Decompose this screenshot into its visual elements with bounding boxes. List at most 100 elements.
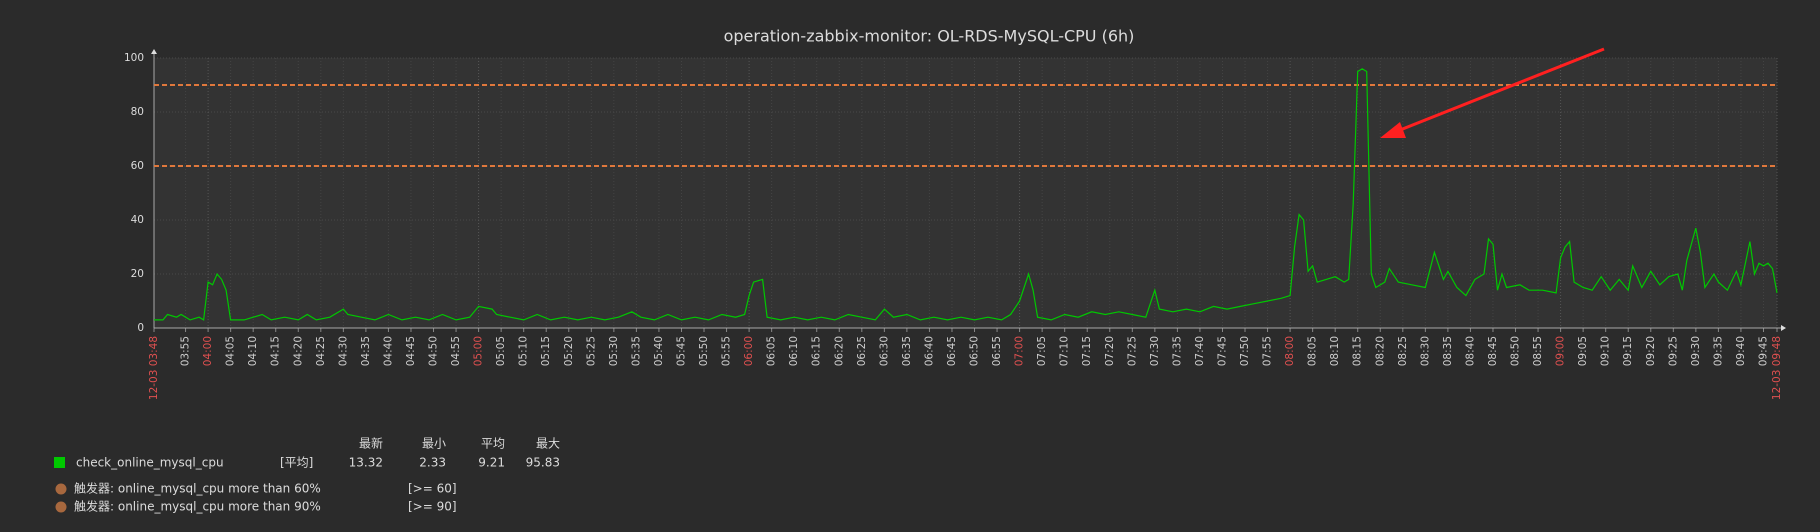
- data-line: [154, 68, 1778, 321]
- x-tick-label: 06:50: [969, 336, 981, 366]
- legend-header: 最大: [536, 437, 560, 451]
- y-tick-label: 80: [131, 106, 144, 118]
- x-tick-label: 09:10: [1600, 336, 1612, 366]
- x-tick-label: 08:50: [1510, 336, 1522, 366]
- legend-function: [平均]: [280, 456, 313, 470]
- arrow-head: [1380, 122, 1406, 138]
- x-tick-label: 05:40: [653, 336, 665, 366]
- x-tick-label: 04:40: [382, 336, 394, 366]
- x-tick-label: 08:20: [1374, 336, 1386, 366]
- legend-stat: 13.32: [349, 456, 383, 470]
- x-tick-label: 09:25: [1667, 336, 1679, 366]
- x-tick-label: 09:20: [1645, 336, 1657, 366]
- x-tick-label: 06:15: [811, 336, 823, 366]
- legend-swatch: [54, 457, 65, 468]
- x-tick-label: 04:35: [360, 336, 372, 366]
- x-tick-label: 06:00: [743, 336, 755, 366]
- x-tick-label: 04:55: [450, 336, 462, 366]
- x-tick-label: 09:00: [1555, 336, 1567, 366]
- x-tick-label: 12-03 09:48: [1771, 336, 1783, 400]
- x-tick-label: 07:55: [1262, 336, 1274, 366]
- x-tick-label: 03:55: [180, 336, 192, 366]
- x-tick-label: 07:30: [1149, 336, 1161, 366]
- x-tick-label: 04:10: [247, 336, 259, 366]
- x-tick-label: 09:15: [1622, 336, 1634, 366]
- legend-name: check_online_mysql_cpu: [76, 456, 224, 470]
- x-tick-label: 07:20: [1104, 336, 1116, 366]
- x-tick-label: 06:30: [878, 336, 890, 366]
- x-tick-label: 07:00: [1014, 336, 1026, 366]
- x-tick-label: 08:25: [1397, 336, 1409, 366]
- legend-header: 最小: [422, 437, 446, 451]
- x-tick-label: 06:35: [901, 336, 913, 366]
- legend-stat: 2.33: [419, 456, 446, 470]
- x-tick-label: 08:35: [1442, 336, 1454, 366]
- x-tick-label: 12-03 03:48: [148, 336, 160, 400]
- arrow-shaft: [1394, 47, 1605, 134]
- y-tick-label: 100: [124, 52, 144, 64]
- x-tick-label: 05:50: [698, 336, 710, 366]
- x-tick-label: 05:25: [585, 336, 597, 366]
- x-tick-label: 04:30: [337, 336, 349, 366]
- legend-trigger-icon: [55, 501, 67, 513]
- x-tick-label: 04:25: [315, 336, 327, 366]
- plot-area: [154, 58, 1777, 328]
- x-tick-label: 06:20: [833, 336, 845, 366]
- x-tick-label: 05:05: [495, 336, 507, 366]
- chart-title: operation-zabbix-monitor: OL-RDS-MySQL-C…: [724, 27, 1135, 46]
- x-tick-label: 08:05: [1307, 336, 1319, 366]
- x-tick-label: 07:15: [1081, 336, 1093, 366]
- x-tick-label: 09:05: [1577, 336, 1589, 366]
- y-tick-label: 20: [131, 268, 144, 280]
- x-tick-label: 08:15: [1352, 336, 1364, 366]
- x-tick-label: 05:30: [608, 336, 620, 366]
- legend-trigger-condition: [>= 60]: [408, 482, 457, 496]
- legend-header: 最新: [359, 436, 383, 451]
- x-tick-label: 08:30: [1419, 336, 1431, 366]
- x-axis-arrow: [1781, 325, 1786, 331]
- y-tick-label: 0: [137, 322, 144, 334]
- x-tick-label: 06:25: [856, 336, 868, 366]
- y-tick-label: 40: [131, 214, 144, 226]
- x-tick-label: 04:20: [292, 336, 304, 366]
- x-tick-label: 08:40: [1464, 336, 1476, 366]
- x-tick-label: 05:20: [563, 336, 575, 366]
- x-tick-label: 07:50: [1239, 336, 1251, 366]
- x-tick-label: 05:45: [675, 336, 687, 366]
- annotation-arrow: [1380, 47, 1605, 138]
- x-tick-label: 05:15: [540, 336, 552, 366]
- y-tick-label: 60: [131, 160, 144, 172]
- x-tick-label: 07:25: [1126, 336, 1138, 366]
- x-tick-label: 04:15: [270, 336, 282, 366]
- x-tick-label: 08:00: [1284, 336, 1296, 366]
- x-tick-label: 06:55: [991, 336, 1003, 366]
- legend-trigger-label: 触发器: online_mysql_cpu more than 60%: [74, 481, 321, 496]
- legend-header: 平均: [481, 437, 505, 451]
- x-tick-label: 08:10: [1329, 336, 1341, 366]
- x-tick-label: 06:05: [766, 336, 778, 366]
- x-tick-label: 04:00: [202, 336, 214, 366]
- x-tick-label: 05:55: [721, 336, 733, 366]
- x-tick-label: 09:40: [1735, 336, 1747, 366]
- legend-trigger-condition: [>= 90]: [408, 500, 457, 514]
- legend-stat: 9.21: [478, 456, 505, 470]
- x-tick-label: 07:40: [1194, 336, 1206, 366]
- x-tick-label: 08:55: [1532, 336, 1544, 366]
- x-tick-label: 09:45: [1757, 336, 1769, 366]
- x-tick-label: 07:05: [1036, 336, 1048, 366]
- x-tick-label: 06:40: [923, 336, 935, 366]
- x-tick-label: 05:00: [473, 336, 485, 366]
- x-tick-label: 07:10: [1059, 336, 1071, 366]
- x-tick-label: 04:45: [405, 336, 417, 366]
- x-tick-label: 07:35: [1171, 336, 1183, 366]
- legend-stat: 95.83: [526, 456, 560, 470]
- x-tick-label: 04:05: [225, 336, 237, 366]
- x-tick-label: 09:30: [1690, 336, 1702, 366]
- legend-trigger-icon: [55, 483, 67, 495]
- x-tick-label: 07:45: [1216, 336, 1228, 366]
- y-axis-arrow: [151, 49, 157, 54]
- x-tick-label: 09:35: [1712, 336, 1724, 366]
- legend-trigger-label: 触发器: online_mysql_cpu more than 90%: [74, 499, 321, 514]
- x-tick-label: 06:10: [788, 336, 800, 366]
